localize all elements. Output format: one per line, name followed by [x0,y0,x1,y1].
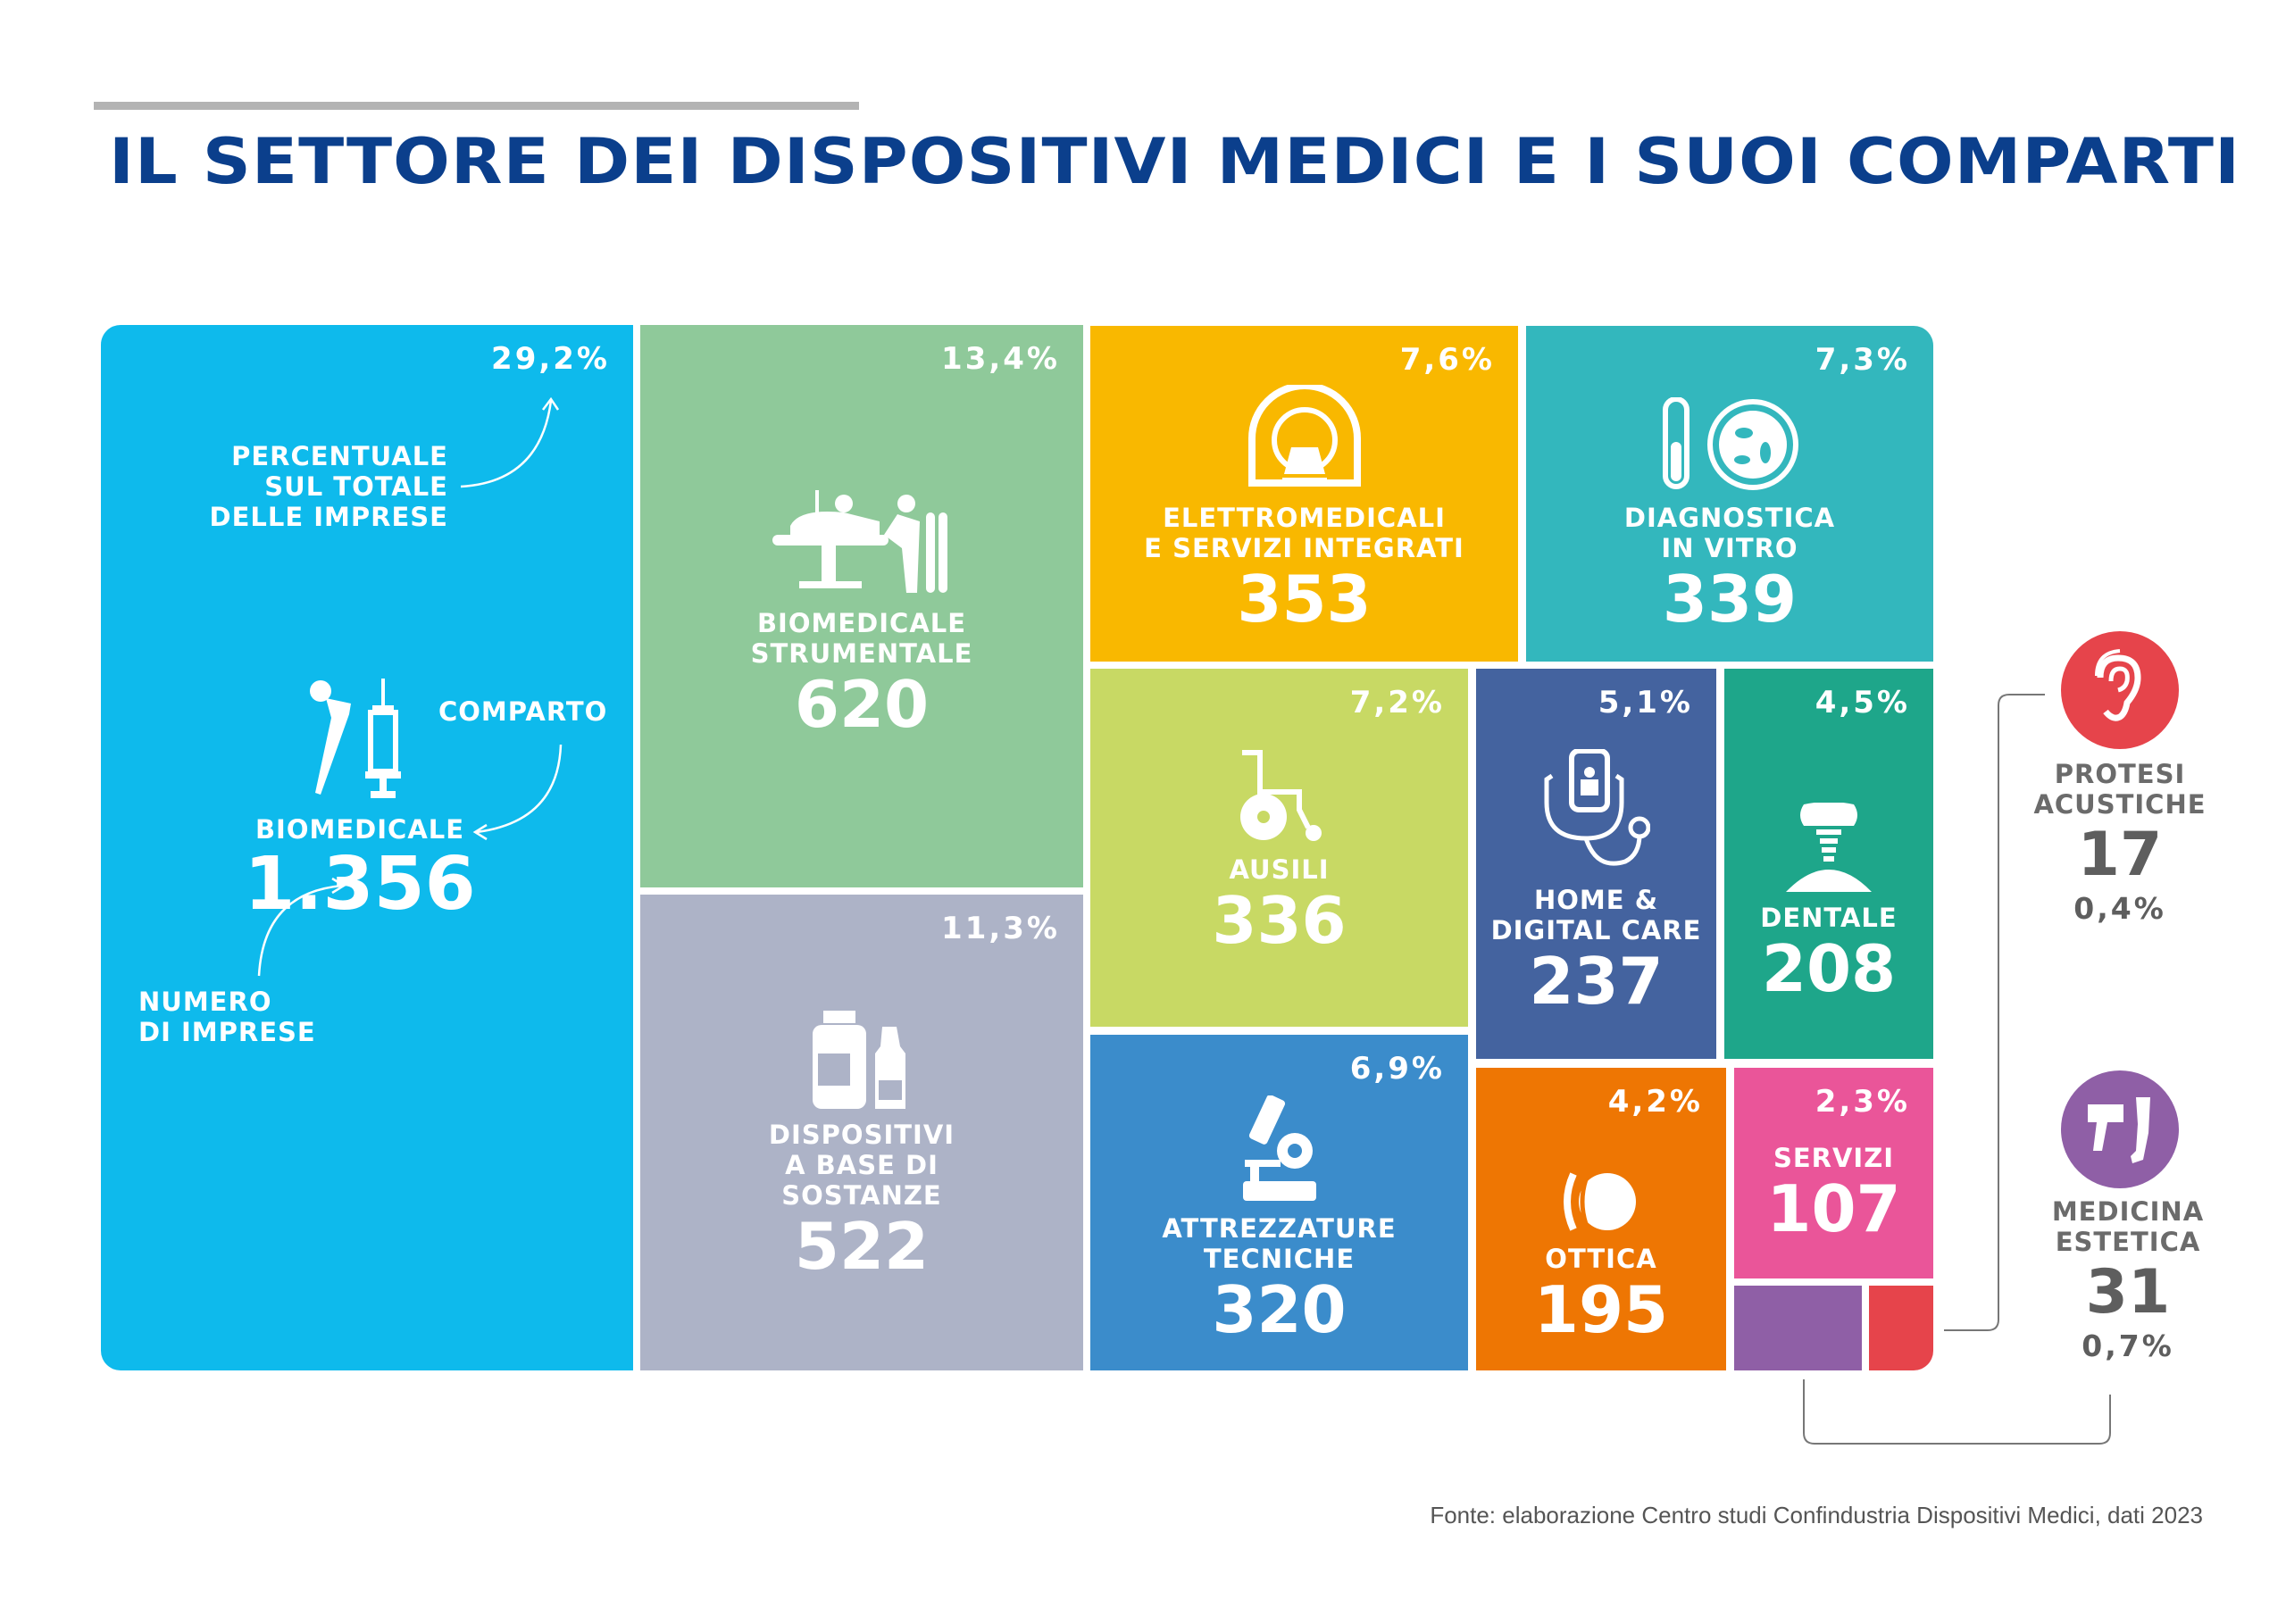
tile-value: 195 [1533,1272,1669,1347]
side-value: 31 [2085,1257,2171,1328]
tile-percent: 4,5% [1815,685,1910,720]
tile-label: DISPOSITIVI [768,1120,955,1150]
tile-label: STRUMENTALE [750,638,973,669]
tile-percent: 29,2% [491,341,610,377]
ear-icon-circle [2061,631,2179,749]
tile-home-digital-care: 5,1% HOME & DIGITAL CARE 237 [1476,669,1716,1059]
tile-value: 107 [1766,1171,1901,1246]
tile-label: IN VITRO [1661,533,1798,563]
tile-label: TECNICHE [1203,1244,1356,1274]
tile-value: 336 [1212,883,1347,958]
side-percent: 0,7% [2082,1328,2174,1363]
tile-label: BIOMEDICALE [756,608,967,638]
side-label: PROTESI [2054,759,2186,789]
surgery-icon [772,490,947,593]
tile-diagnostica-in-vitro: 7,3% DIAGNOSTICA IN VITRO 339 [1526,326,1933,662]
tile-value: 620 [794,667,930,742]
phone-stethoscope-icon [1544,749,1650,866]
side-percent: 0,4% [2073,891,2166,926]
wheelchair-icon [1239,750,1322,841]
tile-label: HOME & [1534,885,1658,915]
mri-scanner-icon [1247,385,1361,487]
microscope-icon [1242,1095,1316,1201]
tile-ausili: 7,2% AUSILI 336 [1090,669,1468,1027]
legend-segment-note: COMPARTO [438,696,608,727]
tile-percent: 5,1% [1598,685,1693,720]
side-label: ACUSTICHE [2033,789,2207,820]
side-label: MEDICINA [2051,1196,2205,1227]
bottles-icon [813,1011,905,1109]
page-title: IL SETTORE DEI DISPOSITIVI MEDICI E I SU… [109,125,2241,198]
dental-implant-icon [1786,803,1872,892]
tile-dentale: 4,5% DENTALE 208 [1724,669,1933,1059]
side-label: ESTETICA [2055,1227,2201,1257]
tile-label: A BASE DI [785,1150,939,1180]
laser-icon-circle [2061,1070,2179,1188]
connector-protesi [1944,694,2045,1331]
tile-attrezzature-tecniche: 6,9% ATTREZZATURE TECNICHE 320 [1090,1035,1468,1370]
tile-label: OTTICA [1545,1244,1657,1274]
arrow-percent [460,400,553,488]
tile-percent: 7,2% [1349,685,1445,720]
tile-label: ATTREZZATURE [1162,1213,1397,1244]
tile-biomedicale-strumentale: 13,4% BIOMEDICALE STRUMENTALE 620 [640,325,1083,887]
test-tube-petri-icon [1663,397,1798,490]
tile-label: DIAGNOSTICA [1623,503,1836,533]
legend-count-note: NUMERO DI IMPRESE [138,987,316,1047]
tile-label: SERVIZI [1773,1143,1895,1173]
tile-label: AUSILI [1229,854,1330,885]
tile-percent: 7,6% [1399,342,1495,378]
source-note: Fonte: elaborazione Centro studi Confind… [1430,1502,2203,1528]
side-medicina-estetica: MEDICINA ESTETICA 31 0,7% [2039,1196,2217,1363]
side-protesi-acustiche: PROTESI ACUSTICHE 17 0,4% [2031,759,2209,926]
tile-value: 353 [1237,562,1372,637]
side-value: 17 [2077,820,2163,890]
prosthesis-syringe-icon [310,679,401,798]
tile-value: 522 [794,1209,930,1284]
tile-protesi-acustiche-small [1869,1286,1933,1370]
tile-label: ELETTROMEDICALI [1163,503,1446,533]
tile-label: DIGITAL CARE [1490,915,1702,945]
tile-percent: 13,4% [941,341,1060,377]
tile-percent: 7,3% [1815,342,1910,378]
tile-elettromedicali: 7,6% ELETTROMEDICALI E SERVIZI INTEGRATI… [1090,326,1518,662]
tile-label: SOSTANZE [781,1180,942,1211]
eye-lens-icon [1564,1172,1636,1231]
arrow-count [257,884,343,977]
tile-value: 320 [1212,1272,1347,1347]
tile-percent: 6,9% [1349,1051,1445,1087]
tile-biomedicale: 29,2% PERCENTUALE SUL TOTALE DELLE IMPRESE… [101,325,633,1370]
tile-medicina-estetica-small [1734,1286,1862,1370]
title-rule [94,102,859,110]
tile-percent: 2,3% [1815,1084,1910,1120]
tile-value: 339 [1662,562,1798,637]
tile-label: BIOMEDICALE [254,814,465,845]
connector-medicina [1803,1379,2111,1445]
tile-label: E SERVIZI INTEGRATI [1144,533,1464,563]
tile-dispositivi-sostanze: 11,3% DISPOSITIVI A BASE DI SOSTANZE 522 [640,895,1083,1370]
tile-value: 237 [1529,944,1664,1019]
arrow-comparto [476,744,563,834]
tile-value: 208 [1761,931,1897,1006]
tile-label: DENTALE [1760,903,1898,933]
ear-icon [2095,649,2141,721]
tile-servizi: 2,3% SERVIZI 107 [1734,1068,1933,1278]
tile-ottica: 4,2% OTTICA 195 [1476,1068,1726,1370]
legend-percent-note: PERCENTUALE SUL TOTALE DELLE IMPRESE [209,441,448,532]
tile-percent: 4,2% [1607,1084,1703,1120]
tile-percent: 11,3% [941,911,1060,946]
laser-leg-icon [2088,1097,2150,1163]
